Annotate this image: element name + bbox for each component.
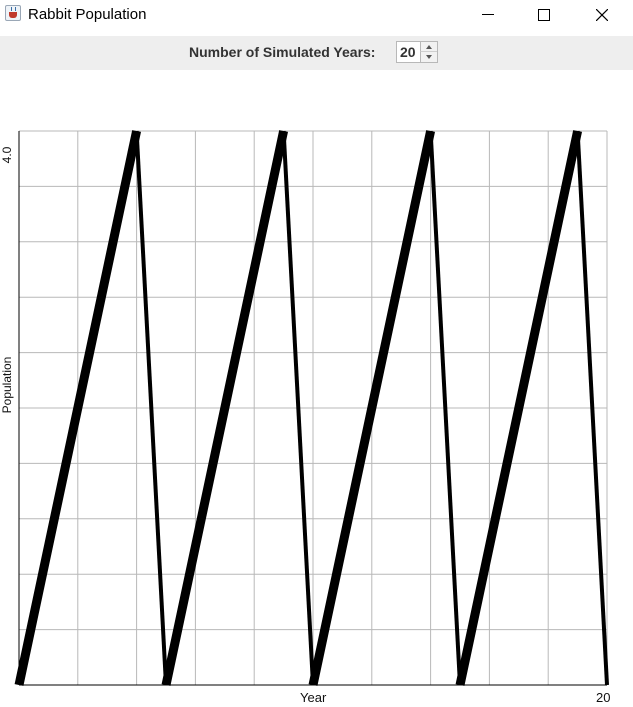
spinner-down-button[interactable] (420, 52, 437, 62)
java-app-icon (5, 5, 21, 21)
population-line-segment (308, 130, 436, 686)
x-axis-max-tick-label: 20 (596, 690, 611, 705)
population-line-segment (455, 130, 583, 686)
window-title: Rabbit Population (28, 6, 147, 23)
maximize-button[interactable] (521, 0, 567, 30)
title-bar: Rabbit Population (0, 0, 633, 30)
years-label: Number of Simulated Years: (189, 44, 376, 60)
x-axis-label: Year (300, 690, 327, 705)
population-line-segment (161, 130, 289, 686)
population-line-segment (14, 130, 142, 686)
controls-bar: Number of Simulated Years: (0, 36, 633, 70)
arrow-up-icon (426, 45, 432, 49)
population-line-segment (134, 130, 168, 686)
population-line-segment (281, 130, 315, 686)
years-spinner[interactable] (396, 41, 438, 63)
chart-series (14, 130, 609, 686)
maximize-icon (538, 9, 550, 21)
y-axis-label: Population (0, 356, 14, 414)
population-line-segment (428, 130, 462, 686)
minimize-button[interactable] (465, 0, 511, 30)
arrow-down-icon (426, 55, 432, 59)
chart-grid (19, 130, 608, 685)
spinner-up-button[interactable] (420, 42, 437, 52)
close-icon (596, 9, 608, 21)
population-line-segment (575, 130, 609, 686)
close-button[interactable] (579, 0, 625, 30)
y-axis-max-tick-label: 4.0 (0, 146, 14, 164)
years-input[interactable] (397, 42, 419, 62)
minimize-icon (482, 14, 494, 15)
